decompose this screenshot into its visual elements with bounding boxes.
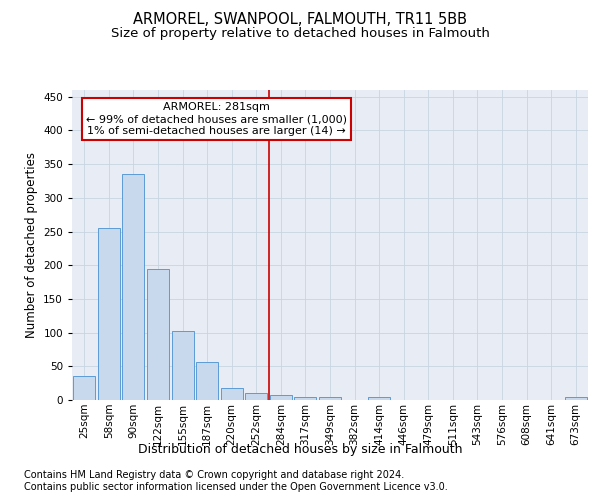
Text: Contains HM Land Registry data © Crown copyright and database right 2024.: Contains HM Land Registry data © Crown c… [24,470,404,480]
Bar [221,388,243,400]
Text: ARMOREL: 281sqm
← 99% of detached houses are smaller (1,000)
1% of semi-detached: ARMOREL: 281sqm ← 99% of detached houses… [86,102,347,136]
Bar [319,398,341,400]
Text: Contains public sector information licensed under the Open Government Licence v3: Contains public sector information licen… [24,482,448,492]
Bar [245,394,268,400]
Bar [73,376,95,400]
Text: ARMOREL, SWANPOOL, FALMOUTH, TR11 5BB: ARMOREL, SWANPOOL, FALMOUTH, TR11 5BB [133,12,467,28]
Y-axis label: Number of detached properties: Number of detached properties [25,152,38,338]
Bar [122,174,145,400]
Bar [295,396,316,400]
Bar [565,398,587,400]
Bar [147,268,169,400]
Bar [98,228,120,400]
Bar [172,330,194,400]
Bar [368,398,390,400]
Text: Size of property relative to detached houses in Falmouth: Size of property relative to detached ho… [110,28,490,40]
Text: Distribution of detached houses by size in Falmouth: Distribution of detached houses by size … [138,442,462,456]
Bar [196,362,218,400]
Bar [270,394,292,400]
